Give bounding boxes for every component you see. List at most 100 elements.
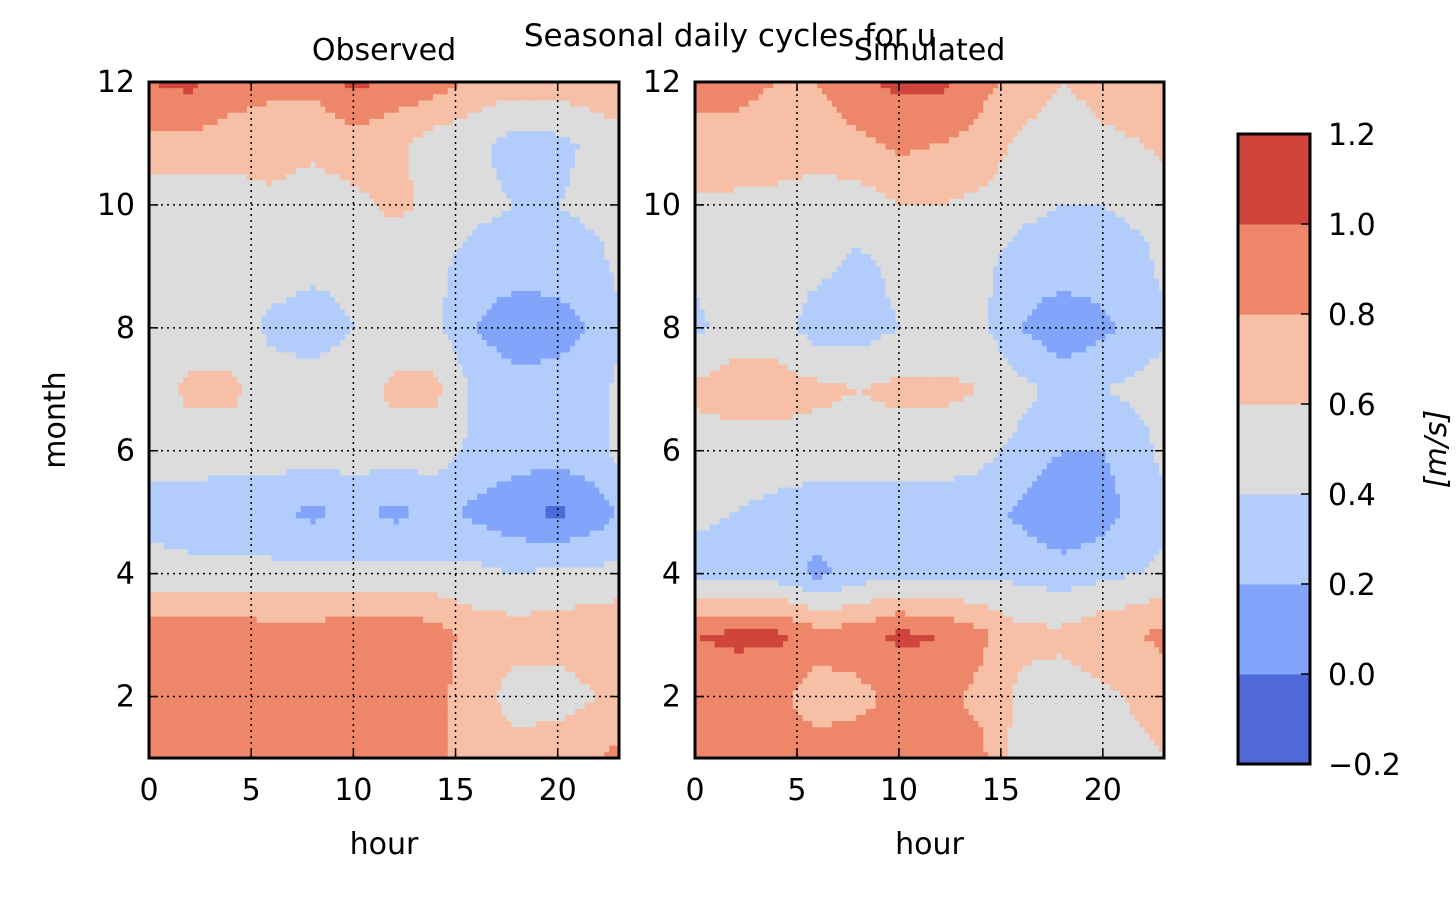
contour-cell: [530, 346, 537, 353]
contour-cell: [398, 211, 405, 218]
contour-cell: [604, 223, 610, 231]
contour-cell: [320, 309, 326, 317]
contour-cell: [158, 321, 165, 329]
contour-cell: [149, 364, 155, 372]
contour-cell: [227, 297, 233, 304]
contour-cell: [300, 395, 307, 403]
contour-cell: [325, 211, 331, 218]
contour-cell: [256, 284, 263, 292]
contour-cell: [447, 358, 454, 366]
contour-cell: [227, 186, 233, 194]
contour-cell: [516, 278, 522, 286]
contour-cell: [565, 82, 571, 89]
contour-cell: [359, 309, 366, 317]
contour-cell: [295, 112, 302, 120]
contour-cell: [374, 88, 380, 95]
contour-cell: [447, 82, 454, 89]
contour-cell: [437, 82, 444, 89]
contour-cell: [193, 340, 199, 347]
contour-cell: [393, 376, 400, 384]
contour-cell: [388, 383, 395, 390]
contour-cell: [501, 137, 507, 145]
contour-cell: [491, 204, 498, 212]
contour-cell: [393, 155, 400, 163]
contour-cell: [369, 315, 375, 323]
contour-cell: [496, 321, 503, 329]
contour-cell: [153, 174, 160, 181]
contour-cell: [305, 94, 312, 102]
contour-cell: [599, 174, 605, 181]
contour-cell: [227, 284, 233, 292]
contour-cell: [246, 358, 253, 366]
contour-cell: [217, 370, 224, 378]
contour-cell: [511, 395, 517, 403]
contour-cell: [388, 315, 395, 323]
contour-cell: [472, 260, 478, 267]
contour-cell: [491, 118, 498, 126]
contour-cell: [290, 94, 297, 102]
contour-cell: [594, 247, 601, 255]
contour-cell: [168, 383, 175, 390]
contour-cell: [491, 346, 498, 353]
contour-cell: [246, 376, 253, 384]
contour-cell: [584, 389, 591, 397]
contour-cell: [457, 389, 463, 397]
contour-cell: [599, 186, 605, 194]
contour-cell: [295, 82, 302, 89]
contour-cell: [486, 174, 493, 181]
contour-cell: [315, 254, 321, 261]
contour-cell: [388, 358, 395, 366]
contour-cell: [550, 137, 556, 145]
contour-cell: [251, 315, 258, 323]
contour-cell: [560, 309, 566, 317]
contour-cell: [408, 174, 414, 181]
contour-cell: [403, 254, 410, 261]
contour-cell: [408, 112, 414, 120]
contour-cell: [530, 161, 537, 169]
contour-cell: [232, 327, 238, 335]
contour-cell: [594, 94, 601, 102]
contour-cell: [320, 131, 326, 138]
contour-cell: [418, 358, 424, 366]
contour-cell: [153, 131, 160, 138]
contour-cell: [286, 88, 292, 95]
contour-cell: [266, 174, 272, 181]
contour-cell: [521, 198, 527, 206]
contour-cell: [437, 131, 444, 138]
contour-cell: [413, 204, 419, 212]
contour-cell: [570, 278, 576, 286]
contour-cell: [418, 346, 424, 353]
contour-cell: [452, 168, 459, 175]
contour-cell: [359, 364, 366, 372]
contour-cell: [286, 82, 292, 89]
contour-cell: [149, 241, 155, 249]
contour-cell: [168, 364, 175, 372]
contour-cell: [261, 389, 268, 397]
contour-cell: [276, 198, 282, 206]
contour-cell: [339, 217, 346, 224]
contour-cell: [207, 161, 214, 169]
contour-cell: [320, 137, 326, 145]
contour-cell: [364, 340, 370, 347]
contour-cell: [295, 125, 302, 132]
contour-cell: [447, 327, 454, 335]
contour-cell: [193, 82, 199, 89]
contour-cell: [565, 297, 571, 304]
contour-cell: [560, 235, 566, 243]
contour-cell: [452, 278, 459, 286]
contour-cell: [467, 290, 473, 298]
contour-cell: [432, 327, 439, 335]
contour-cell: [535, 260, 542, 267]
contour-cell: [344, 278, 351, 286]
contour-cell: [550, 370, 556, 378]
contour-cell: [428, 254, 434, 261]
contour-cell: [472, 94, 478, 102]
contour-cell: [251, 260, 258, 267]
contour-cell: [266, 223, 272, 231]
contour-cell: [481, 333, 488, 341]
contour-cell: [158, 217, 165, 224]
contour-cell: [565, 223, 571, 231]
contour-cell: [197, 112, 204, 120]
contour-cell: [300, 389, 307, 397]
contour-cell: [609, 303, 615, 310]
